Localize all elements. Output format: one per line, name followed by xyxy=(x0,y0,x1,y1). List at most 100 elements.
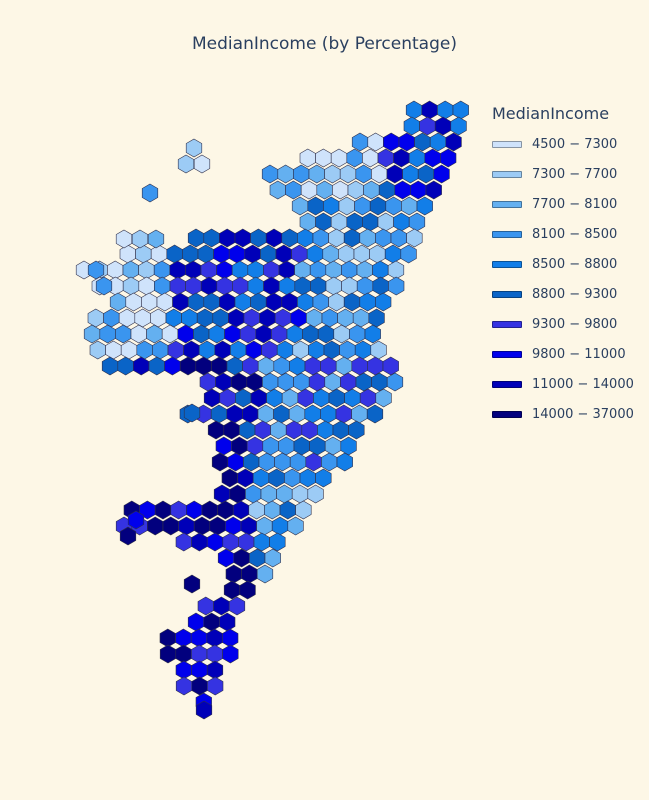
hex-cell[interactable] xyxy=(316,180,333,200)
legend-item[interactable]: 8800 − 9300 xyxy=(492,279,634,309)
hex-cell[interactable] xyxy=(141,292,158,312)
hex-cell[interactable] xyxy=(237,468,254,488)
hex-cell[interactable] xyxy=(103,308,120,328)
hex-cell[interactable] xyxy=(135,244,152,264)
hex-cell[interactable] xyxy=(341,260,358,280)
hex-cell[interactable] xyxy=(394,180,411,200)
hex-cell[interactable] xyxy=(310,276,327,296)
hex-cell[interactable] xyxy=(262,436,279,456)
hex-cell[interactable] xyxy=(164,356,181,376)
hex-cell[interactable] xyxy=(146,324,163,344)
hex-cell[interactable] xyxy=(371,164,388,184)
hex-cell[interactable] xyxy=(281,292,298,312)
hex-cell[interactable] xyxy=(206,532,224,552)
hex-cell[interactable] xyxy=(260,484,277,504)
hex-cell[interactable] xyxy=(370,340,387,360)
hex-cell[interactable] xyxy=(405,100,423,120)
hex-cell[interactable] xyxy=(269,532,286,552)
hex-cell[interactable] xyxy=(241,564,258,584)
hex-cell[interactable] xyxy=(217,548,235,568)
hex-cell[interactable] xyxy=(354,196,371,216)
hex-cell[interactable] xyxy=(335,404,352,424)
hex-cell[interactable] xyxy=(147,516,164,536)
hex-cell[interactable] xyxy=(401,196,418,216)
hex-cell[interactable] xyxy=(216,276,233,296)
hex-cell[interactable] xyxy=(193,154,211,174)
hex-cell[interactable] xyxy=(219,612,236,632)
hex-cell[interactable] xyxy=(340,436,357,456)
hex-cell[interactable] xyxy=(416,196,433,216)
hex-cell[interactable] xyxy=(122,276,140,296)
hex-cell[interactable] xyxy=(285,180,302,200)
hex-cell[interactable] xyxy=(195,700,213,720)
hex-cell[interactable] xyxy=(178,516,195,536)
hex-cell[interactable] xyxy=(230,372,248,392)
hex-cell[interactable] xyxy=(125,292,142,312)
hex-cell[interactable] xyxy=(130,324,147,344)
hex-cell[interactable] xyxy=(325,276,342,296)
hex-cell[interactable] xyxy=(400,244,417,264)
hex-cell[interactable] xyxy=(299,212,316,232)
hex-cell[interactable] xyxy=(239,420,256,440)
hex-cell[interactable] xyxy=(323,196,340,216)
hex-cell[interactable] xyxy=(328,388,345,408)
legend-item[interactable]: 9300 − 9800 xyxy=(492,309,634,339)
hex-cell[interactable] xyxy=(346,148,363,168)
hex-cell[interactable] xyxy=(191,660,208,680)
hex-cell[interactable] xyxy=(275,244,292,264)
hex-cell[interactable] xyxy=(277,164,294,184)
hex-cell[interactable] xyxy=(226,356,243,376)
hex-cell[interactable] xyxy=(289,452,307,472)
hex-cell[interactable] xyxy=(175,628,192,648)
hex-cell[interactable] xyxy=(305,452,322,472)
hex-cell[interactable] xyxy=(214,340,231,360)
hex-cell[interactable] xyxy=(183,340,200,360)
hex-cell[interactable] xyxy=(154,500,172,520)
hex-cell[interactable] xyxy=(209,516,226,536)
hex-cell[interactable] xyxy=(191,644,208,664)
hex-cell[interactable] xyxy=(434,116,452,136)
hex-cell[interactable] xyxy=(343,228,361,248)
hex-cell[interactable] xyxy=(366,404,384,424)
hex-cell[interactable] xyxy=(421,100,438,120)
hex-cell[interactable] xyxy=(332,420,349,440)
hex-cell[interactable] xyxy=(105,340,122,360)
hex-cell[interactable] xyxy=(133,356,150,376)
hex-cell[interactable] xyxy=(197,596,214,616)
hex-cell[interactable] xyxy=(301,420,318,440)
hex-cell[interactable] xyxy=(378,180,396,200)
hex-cell[interactable] xyxy=(99,324,116,344)
hex-cell[interactable] xyxy=(148,356,165,376)
hex-cell[interactable] xyxy=(359,292,376,312)
hex-cell[interactable] xyxy=(312,228,329,248)
hex-cell[interactable] xyxy=(286,324,303,344)
hex-cell[interactable] xyxy=(390,228,407,248)
hex-cell[interactable] xyxy=(203,388,221,408)
hex-cell[interactable] xyxy=(167,340,184,360)
hex-cell[interactable] xyxy=(371,372,388,392)
hex-cell[interactable] xyxy=(364,324,381,344)
hex-cell[interactable] xyxy=(219,228,236,248)
hex-cell[interactable] xyxy=(306,308,323,328)
hex-cell[interactable] xyxy=(235,388,252,408)
hex-cell[interactable] xyxy=(83,324,101,344)
hex-cell[interactable] xyxy=(169,276,186,296)
hex-cell[interactable] xyxy=(279,500,296,520)
hex-cell[interactable] xyxy=(293,164,310,184)
hex-cell[interactable] xyxy=(359,388,377,408)
hex-cell[interactable] xyxy=(317,420,334,440)
hex-cell[interactable] xyxy=(222,644,239,664)
hex-cell[interactable] xyxy=(362,148,379,168)
hex-cell[interactable] xyxy=(187,612,205,632)
hex-cell[interactable] xyxy=(295,500,312,520)
hex-cell[interactable] xyxy=(169,260,186,280)
hex-cell[interactable] xyxy=(323,340,340,360)
hex-cell[interactable] xyxy=(225,564,242,584)
hex-cell[interactable] xyxy=(307,484,324,504)
hex-cell[interactable] xyxy=(445,132,462,152)
hex-cell[interactable] xyxy=(304,356,321,376)
hex-cell[interactable] xyxy=(254,420,271,440)
hex-cell[interactable] xyxy=(367,132,384,152)
hex-cell[interactable] xyxy=(273,356,290,376)
hex-cell[interactable] xyxy=(322,244,339,264)
